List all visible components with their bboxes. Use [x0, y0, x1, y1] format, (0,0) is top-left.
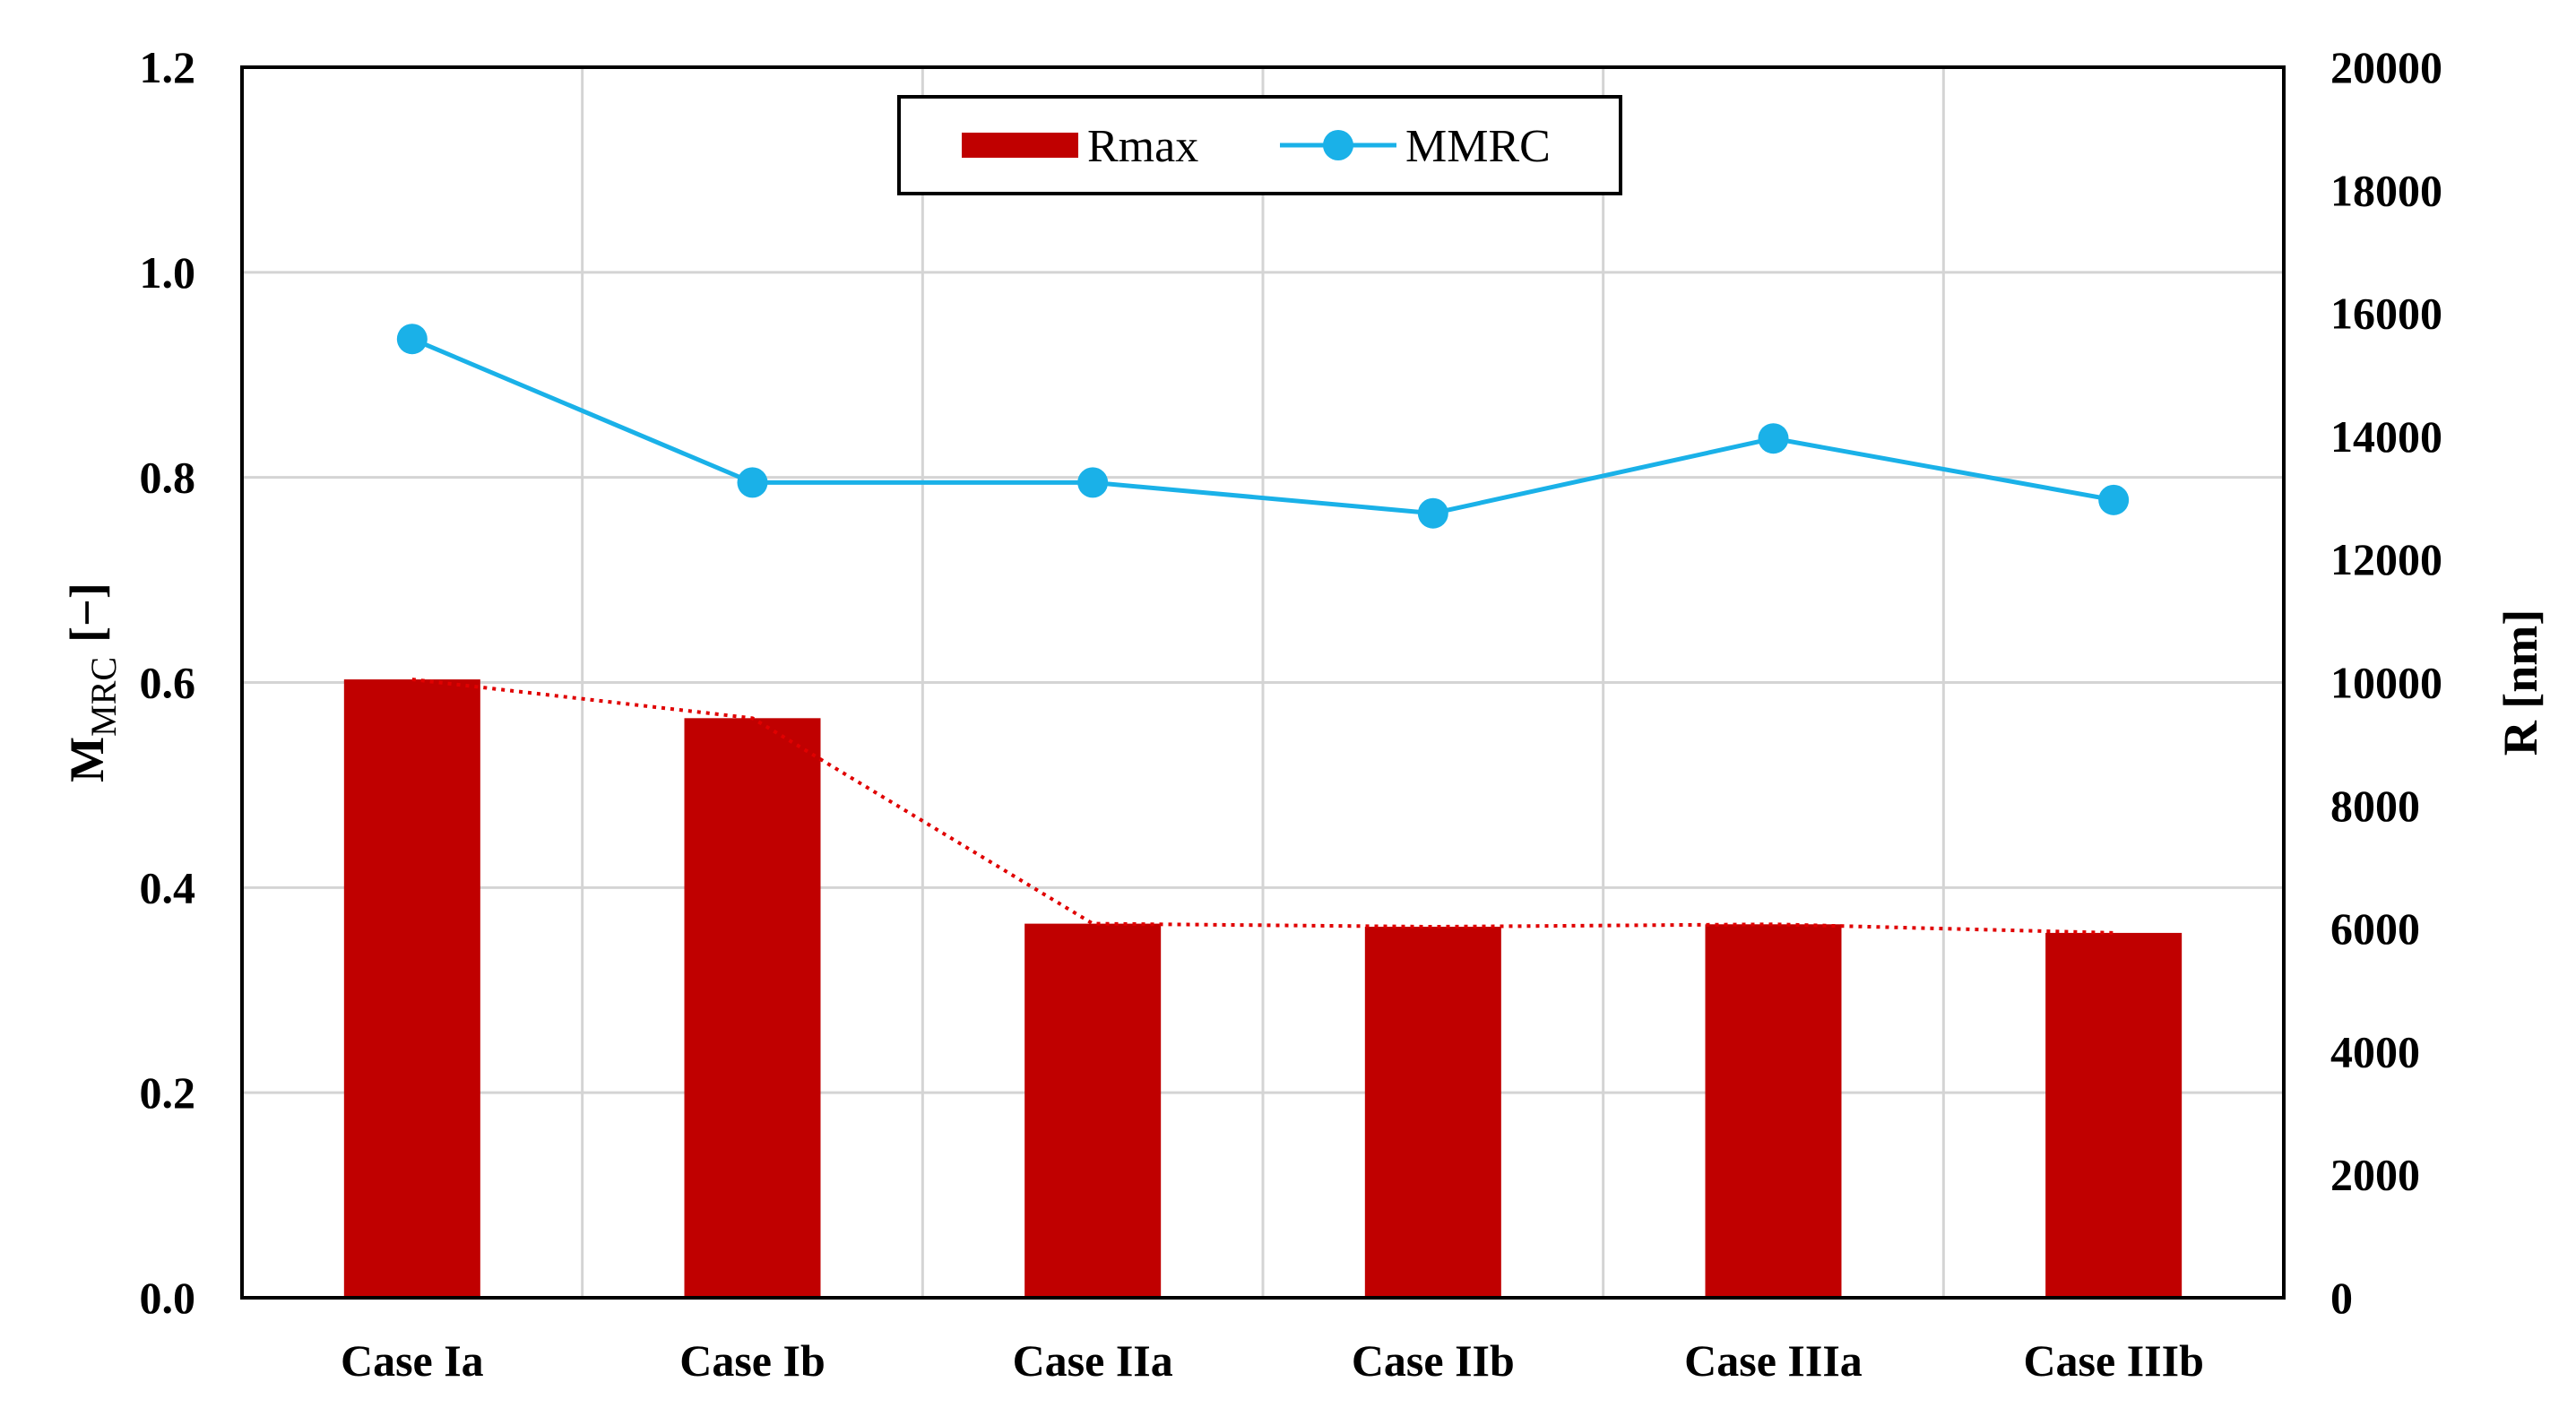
right-axis-ticks: 0 2000 4000 6000 8000 10000 12000 14000 16000 180…	[2330, 42, 2442, 1323]
right-tick-label: 14000	[2330, 411, 2442, 462]
right-tick-label: 18000	[2330, 165, 2442, 215]
legend-rmax-label: Rmax	[1087, 121, 1198, 172]
rmax-bar	[1364, 927, 1501, 1298]
plot-frame	[240, 65, 2286, 1300]
mmrc-point	[396, 324, 428, 355]
mmrc-point	[2098, 484, 2130, 515]
mmrc-line-path	[411, 336, 2114, 516]
mmrc-point	[1758, 423, 1789, 454]
rmax-bar	[343, 679, 480, 1298]
left-axis-title-unit: [−]	[60, 583, 114, 643]
right-tick-label: 16000	[2330, 289, 2442, 339]
right-axis-title: R [nm]	[2494, 609, 2547, 756]
legend-mmrc-label: MMRC	[1405, 121, 1551, 172]
right-tick-label: 10000	[2330, 658, 2442, 708]
mmrc-point	[737, 467, 768, 498]
rmax-bar	[1024, 923, 1162, 1298]
legend: Rmax MMRC	[897, 95, 1622, 195]
mmrc-line-series	[396, 324, 2130, 529]
category-label: Case Ia	[341, 1335, 484, 1386]
legend-rmax-swatch	[962, 133, 1078, 158]
right-tick-label: 8000	[2330, 781, 2420, 831]
left-axis-ticks: 0.0 0.2 0.4 0.6 0.8 1.0 1.2	[140, 42, 196, 1323]
right-tick-label: 2000	[2330, 1150, 2420, 1200]
rmax-bars	[343, 679, 2183, 1298]
category-label: Case Ib	[679, 1335, 826, 1386]
right-tick-label: 0	[2330, 1273, 2353, 1323]
left-axis-title: MMRC [−]	[60, 583, 124, 782]
right-tick-label: 12000	[2330, 534, 2442, 584]
mmrc-point	[1077, 467, 1109, 498]
mmrc-point	[1417, 497, 1448, 529]
left-tick-label: 1.2	[140, 42, 196, 92]
right-tick-label: 6000	[2330, 903, 2420, 954]
rmax-bar	[1705, 924, 1842, 1298]
category-label: Case IIIa	[1684, 1335, 1863, 1386]
left-tick-label: 1.0	[140, 247, 196, 298]
left-tick-label: 0.2	[140, 1067, 196, 1118]
left-tick-label: 0.6	[140, 658, 196, 708]
category-label: Case IIa	[1013, 1335, 1173, 1386]
left-tick-label: 0.4	[140, 862, 196, 912]
left-axis-title-subscript: MRC	[83, 657, 124, 737]
left-tick-label: 0.8	[140, 453, 196, 503]
left-tick-label: 0.0	[140, 1273, 196, 1323]
legend-mmrc-marker	[1323, 130, 1353, 160]
category-label: Case IIIb	[2023, 1335, 2203, 1386]
category-axis-labels: Case Ia Case Ib Case IIa Case IIb Case IIIa C…	[341, 1335, 2204, 1386]
left-axis-title-main: M	[60, 737, 114, 782]
right-tick-label: 4000	[2330, 1026, 2420, 1076]
rmax-bar	[684, 718, 821, 1298]
rmax-bar	[2045, 932, 2183, 1298]
right-tick-label: 20000	[2330, 42, 2442, 92]
gridlines	[242, 65, 2284, 1300]
category-label: Case IIb	[1352, 1335, 1515, 1386]
